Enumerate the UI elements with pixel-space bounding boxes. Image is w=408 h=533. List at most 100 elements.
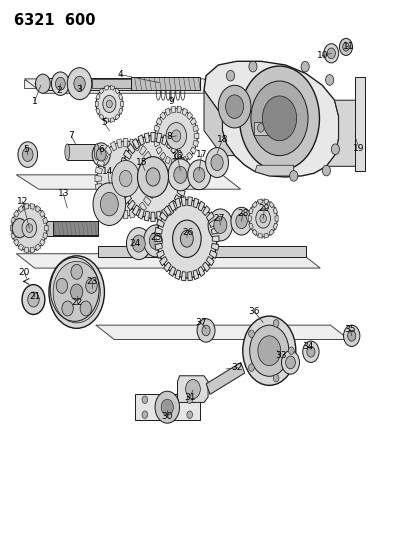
Circle shape — [202, 325, 210, 336]
Polygon shape — [165, 108, 171, 116]
Polygon shape — [104, 118, 109, 123]
Polygon shape — [132, 205, 140, 215]
Circle shape — [286, 356, 295, 369]
Circle shape — [80, 301, 91, 316]
Polygon shape — [175, 150, 182, 159]
Circle shape — [18, 142, 38, 167]
Ellipse shape — [94, 144, 99, 160]
Circle shape — [53, 261, 100, 323]
Circle shape — [218, 85, 251, 128]
Circle shape — [208, 209, 233, 241]
Circle shape — [249, 61, 257, 72]
Polygon shape — [171, 106, 175, 113]
Polygon shape — [160, 212, 167, 221]
Circle shape — [331, 144, 339, 155]
Circle shape — [51, 72, 69, 95]
Circle shape — [62, 301, 73, 316]
Polygon shape — [157, 133, 162, 143]
Polygon shape — [96, 325, 349, 340]
Polygon shape — [129, 209, 135, 219]
Polygon shape — [119, 174, 126, 180]
Text: 10: 10 — [317, 52, 328, 60]
Polygon shape — [110, 118, 115, 123]
Polygon shape — [157, 219, 164, 228]
Circle shape — [28, 292, 39, 307]
Polygon shape — [204, 91, 235, 156]
Text: 6: 6 — [98, 145, 104, 154]
Polygon shape — [67, 144, 96, 160]
Polygon shape — [119, 93, 123, 100]
Polygon shape — [127, 143, 135, 154]
Circle shape — [26, 224, 33, 232]
Text: 36: 36 — [248, 308, 260, 316]
Text: 37: 37 — [195, 318, 206, 327]
Circle shape — [56, 278, 68, 293]
Polygon shape — [171, 200, 179, 211]
Circle shape — [301, 61, 309, 72]
Circle shape — [142, 396, 148, 403]
Polygon shape — [144, 197, 151, 206]
Circle shape — [257, 124, 264, 132]
Polygon shape — [181, 197, 186, 206]
Polygon shape — [96, 108, 100, 115]
Text: 6321  600: 6321 600 — [14, 13, 96, 28]
Polygon shape — [135, 394, 200, 420]
Polygon shape — [252, 229, 257, 236]
Circle shape — [262, 96, 297, 141]
Polygon shape — [165, 156, 171, 164]
Polygon shape — [13, 239, 19, 246]
Polygon shape — [257, 233, 262, 238]
Circle shape — [193, 167, 205, 182]
Circle shape — [121, 135, 185, 219]
Polygon shape — [198, 201, 205, 211]
Polygon shape — [211, 227, 219, 234]
Polygon shape — [150, 175, 156, 182]
Text: 29: 29 — [259, 205, 270, 213]
Polygon shape — [188, 272, 193, 281]
Circle shape — [248, 330, 254, 337]
Circle shape — [251, 81, 308, 156]
Polygon shape — [156, 147, 162, 154]
Polygon shape — [30, 204, 35, 209]
Circle shape — [206, 148, 228, 177]
Polygon shape — [193, 125, 199, 132]
Polygon shape — [149, 167, 156, 174]
Polygon shape — [27, 221, 98, 236]
Polygon shape — [175, 198, 181, 208]
Polygon shape — [121, 157, 129, 166]
Polygon shape — [99, 114, 104, 120]
Polygon shape — [135, 206, 141, 216]
Polygon shape — [193, 198, 199, 208]
Polygon shape — [206, 256, 214, 266]
Circle shape — [343, 43, 349, 51]
Polygon shape — [117, 209, 122, 219]
Text: 28: 28 — [237, 209, 248, 217]
Polygon shape — [355, 77, 365, 171]
Circle shape — [258, 336, 281, 366]
Polygon shape — [144, 151, 151, 160]
Polygon shape — [177, 106, 182, 113]
Circle shape — [71, 264, 82, 279]
Polygon shape — [117, 139, 122, 148]
Polygon shape — [206, 362, 245, 394]
Circle shape — [144, 225, 168, 257]
Circle shape — [100, 192, 118, 216]
Circle shape — [290, 171, 298, 181]
Text: 8: 8 — [166, 133, 172, 141]
Polygon shape — [149, 183, 156, 190]
Text: 4: 4 — [118, 70, 123, 79]
Polygon shape — [257, 199, 262, 204]
Polygon shape — [140, 202, 146, 212]
Circle shape — [22, 285, 45, 314]
Text: 25: 25 — [150, 233, 162, 242]
Polygon shape — [115, 114, 120, 120]
Polygon shape — [177, 188, 185, 197]
Polygon shape — [24, 247, 29, 253]
Text: 5: 5 — [101, 118, 107, 127]
Circle shape — [172, 130, 181, 142]
Polygon shape — [198, 266, 205, 277]
Polygon shape — [177, 376, 208, 402]
Circle shape — [35, 74, 50, 93]
Polygon shape — [110, 85, 115, 90]
Polygon shape — [96, 93, 100, 100]
